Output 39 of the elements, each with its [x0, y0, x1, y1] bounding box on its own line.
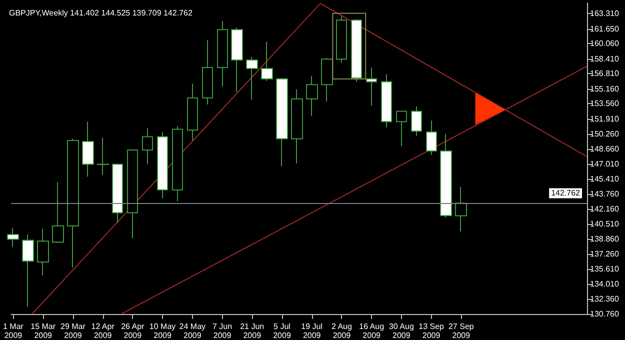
x-tick-label: 7 Jun 2009	[212, 322, 232, 340]
x-tick-label: 1 Mar 2009	[3, 322, 24, 340]
x-tick-label: 5 Jul 2009	[273, 322, 292, 340]
y-tick-label: 137.260	[590, 249, 620, 258]
y-tick-label: 148.660	[590, 144, 620, 154]
y-tick-label: 135.610	[590, 264, 620, 274]
y-tick-label: 140.510	[590, 219, 620, 228]
x-tick-label: 16 Aug 2009	[359, 322, 384, 340]
y-tick-label: 161.650	[590, 24, 620, 34]
y-tick-label: 160.060	[590, 39, 620, 48]
y-tick-label: 150.260	[590, 129, 620, 138]
y-tick-label: 155.160	[590, 84, 620, 94]
y-tick-label: 151.910	[590, 114, 620, 124]
text: GBPJPY,Weekly 141.402 144.525 139.709 142.762	[9, 8, 193, 18]
y-tick-label: 132.360	[590, 294, 620, 304]
y-tick-label: 147.010	[590, 159, 620, 168]
x-tick-label: 30 Aug 2009	[388, 322, 414, 340]
y-tick-label: 130.760	[590, 310, 620, 318]
x-tick-label: 12 Apr 2009	[91, 322, 115, 340]
x-tick-label: 27 Sep 2009	[448, 322, 474, 340]
x-tick-label: 2 Aug 2009	[331, 322, 352, 340]
y-tick-label: 153.560	[590, 99, 620, 108]
y-tick-label: 163.310	[590, 9, 620, 18]
y-tick-label: 142.160	[590, 204, 620, 214]
x-tick-label: 21 Jun 2009	[240, 322, 264, 340]
x-tick-label: 10 May 2009	[149, 322, 176, 340]
y-tick-label: 134.010	[590, 280, 620, 288]
y-tick-label: 156.810	[590, 69, 620, 78]
ref-line-label: 142.762	[551, 188, 581, 198]
x-tick-label: 26 Apr 2009	[121, 322, 145, 340]
y-tick-label: 158.410	[590, 54, 620, 64]
x-tick-label: 19 Jul 2009	[301, 322, 323, 340]
y-tick-label: 143.760	[590, 189, 620, 198]
x-tick-label: 15 Mar 2009	[30, 322, 56, 340]
x-tick-label: 29 Mar 2009	[60, 322, 86, 340]
y-tick-label: 138.860	[590, 234, 620, 244]
y-tick-label: 145.410	[590, 174, 620, 184]
x-tick-label: 13 Sep 2009	[418, 322, 445, 340]
x-tick-label: 24 May 2009	[179, 322, 206, 340]
